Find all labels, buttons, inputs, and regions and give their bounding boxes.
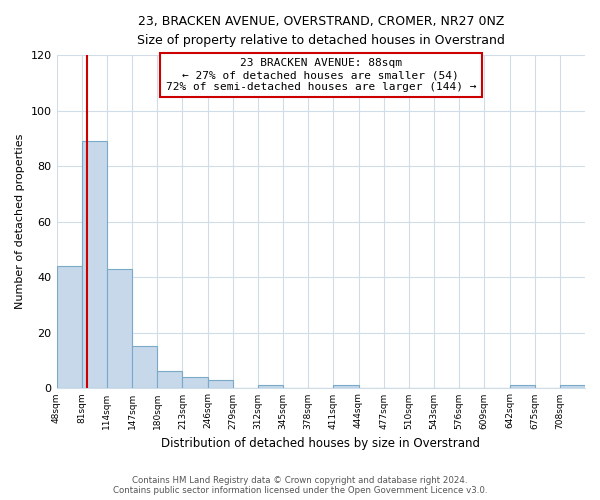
Bar: [258, 386, 283, 388]
Title: 23, BRACKEN AVENUE, OVERSTRAND, CROMER, NR27 0NZ
Size of property relative to de: 23, BRACKEN AVENUE, OVERSTRAND, CROMER, …: [137, 15, 505, 47]
Text: Contains HM Land Registry data © Crown copyright and database right 2024.
Contai: Contains HM Land Registry data © Crown c…: [113, 476, 487, 495]
Text: 23 BRACKEN AVENUE: 88sqm
← 27% of detached houses are smaller (54)
72% of semi-d: 23 BRACKEN AVENUE: 88sqm ← 27% of detach…: [166, 58, 476, 92]
X-axis label: Distribution of detached houses by size in Overstrand: Distribution of detached houses by size …: [161, 437, 480, 450]
Bar: [56, 266, 82, 388]
Y-axis label: Number of detached properties: Number of detached properties: [15, 134, 25, 310]
Bar: [560, 386, 585, 388]
Bar: [107, 269, 132, 388]
Bar: [82, 141, 107, 388]
Bar: [509, 386, 535, 388]
Bar: [157, 372, 182, 388]
Bar: [334, 386, 359, 388]
Bar: [132, 346, 157, 388]
Bar: [208, 380, 233, 388]
Bar: [182, 377, 208, 388]
